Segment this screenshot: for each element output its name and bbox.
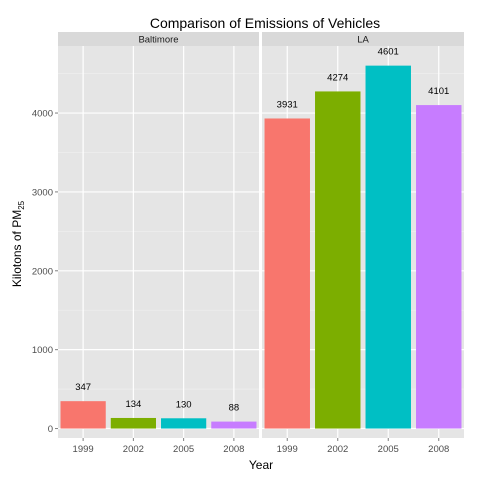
x-tick-label-la-2008: 2008: [428, 444, 449, 455]
x-tick-label-baltimore-2002: 2002: [123, 444, 144, 455]
y-axis-title-main: Kilotons of PM: [10, 210, 24, 287]
x-tick-label-la-2002: 2002: [327, 444, 348, 455]
bar-baltimore-2008: [211, 421, 257, 429]
bar-baltimore-2002: [110, 417, 156, 429]
bar-la-1999: [264, 118, 310, 429]
y-tick-label-3000: 3000: [32, 187, 53, 198]
data-label-la-1999: 3931: [277, 99, 298, 110]
bar-la-2008: [416, 105, 462, 429]
facet-label-la: LA: [357, 35, 369, 46]
bar-baltimore-1999: [60, 401, 106, 429]
y-tick-label-1000: 1000: [32, 345, 53, 356]
data-label-la-2008: 4101: [428, 86, 449, 97]
facet-label-baltimore: Baltimore: [138, 35, 178, 46]
data-label-baltimore-2002: 134: [125, 399, 141, 410]
x-tick-label-la-2005: 2005: [378, 444, 399, 455]
panel-la: LA 3931 4274 4601 4101: [262, 32, 464, 438]
x-axis-title: Year: [249, 458, 273, 472]
data-label-baltimore-2005: 130: [176, 399, 192, 410]
x-tick-label-baltimore-2008: 2008: [223, 444, 244, 455]
bar-la-2002: [315, 91, 361, 429]
panel-baltimore: Baltimore 347 134 130 88: [58, 32, 259, 438]
y-tick-label-0: 0: [48, 424, 53, 435]
chart-title: Comparison of Emissions of Vehicles: [150, 15, 380, 31]
data-label-la-2005: 4601: [378, 47, 399, 58]
facet-strip-baltimore: [58, 32, 259, 46]
facet-strip-la: [262, 32, 464, 46]
bar-la-2005: [365, 65, 411, 429]
data-label-baltimore-2008: 88: [229, 403, 240, 414]
x-tick-label-baltimore-2005: 2005: [173, 444, 194, 455]
data-label-baltimore-1999: 347: [75, 382, 91, 393]
data-label-la-2002: 4274: [327, 72, 348, 83]
panel-background: [58, 46, 259, 438]
x-tick-label-baltimore-1999: 1999: [73, 444, 94, 455]
bar-baltimore-2005: [161, 418, 207, 429]
y-tick-label-2000: 2000: [32, 266, 53, 277]
y-tick-label-4000: 4000: [32, 109, 53, 120]
y-axis-title-subscript: 25: [17, 200, 26, 209]
y-axis-title: Kilotons of PM25: [10, 200, 26, 287]
x-tick-label-la-1999: 1999: [277, 444, 298, 455]
